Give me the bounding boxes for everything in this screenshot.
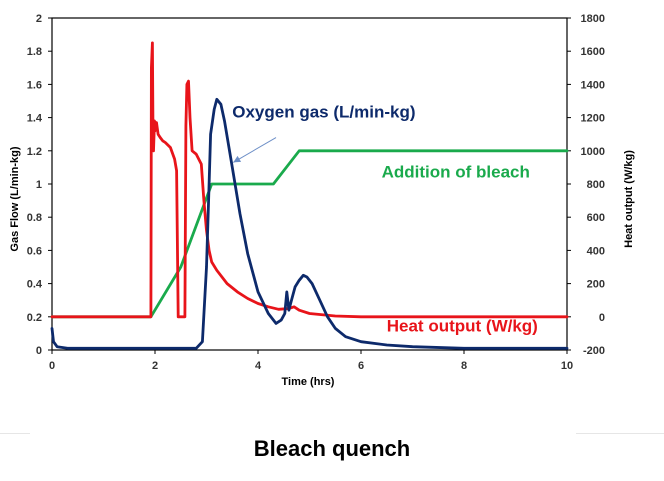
x-tick-label: 2	[152, 360, 158, 372]
y-tick-label: 1.4	[27, 113, 43, 125]
chart-caption: Bleach quench	[253, 436, 411, 461]
y-tick-label: 0.4	[27, 279, 43, 291]
y-tick-label: 1.6	[27, 79, 42, 91]
oxygen-gas-annotation: Oxygen gas (L/min-kg)	[232, 103, 415, 122]
y2-tick-label: 1400	[581, 79, 605, 91]
bleach-addition-line	[50, 149, 569, 319]
chart: 0 0.2 0.4 0.6 0.8 1 1.2 1.4 1.6 1.8 2 -200 0 200 400 60…	[9, 13, 635, 388]
chart-svg: 00.20.40.60.811.21.41.61.82-200020040060…	[9, 13, 635, 388]
y2-tick-label: 1600	[581, 46, 605, 58]
y2-tick-label: 200	[587, 279, 605, 291]
y-tick-label: 2	[36, 13, 42, 25]
y2-axis-label: Heat output (W/kg)	[623, 150, 635, 248]
y2-tick-label: 1200	[581, 113, 605, 125]
y2-tick-label: 1800	[581, 13, 605, 25]
y2-tick-label: 0	[599, 312, 605, 324]
annotation-layer: Oxygen gas (L/min-kg) Addition of bleach H…	[232, 103, 538, 336]
y-tick-label: 1	[36, 179, 42, 191]
heat-output-annotation: Heat output (W/kg)	[387, 317, 538, 336]
x-tick-label: 8	[461, 360, 467, 372]
x-tick-label: 4	[255, 360, 262, 372]
caption-separator-left	[0, 433, 30, 434]
x-tick-label: 0	[49, 360, 55, 372]
y-tick-label: 0.8	[27, 212, 42, 224]
x-tick-label: 6	[358, 360, 364, 372]
annotation-arrow-line	[233, 137, 277, 163]
x-axis-label: Time (hrs)	[282, 376, 335, 388]
annotation-arrowhead	[233, 155, 242, 163]
y2-tick-label: 400	[587, 245, 605, 257]
bleach-annotation: Addition of bleach	[382, 162, 530, 181]
y-tick-label: 0	[36, 345, 42, 357]
heat-output-line	[50, 41, 569, 319]
y-axis-label: Gas Flow (L/min-kg)	[9, 146, 21, 251]
y-tick-label: 1.8	[27, 46, 42, 58]
y2-tick-label: 800	[587, 179, 605, 191]
y2-tick-label: -200	[583, 345, 605, 357]
axes-layer: 00.20.40.60.811.21.41.61.82-200020040060…	[27, 13, 605, 372]
x-tick-label: 10	[561, 360, 573, 372]
y2-tick-label: 1000	[581, 146, 605, 158]
plot-frame	[51, 17, 568, 351]
y2-tick-label: 600	[587, 212, 605, 224]
y-tick-label: 0.2	[27, 312, 42, 324]
caption-separator-right	[576, 433, 664, 434]
series-layer	[50, 41, 569, 350]
y-tick-label: 1.2	[27, 146, 42, 158]
oxygen-gas-line	[50, 97, 569, 350]
y-tick-label: 0.6	[27, 245, 42, 257]
